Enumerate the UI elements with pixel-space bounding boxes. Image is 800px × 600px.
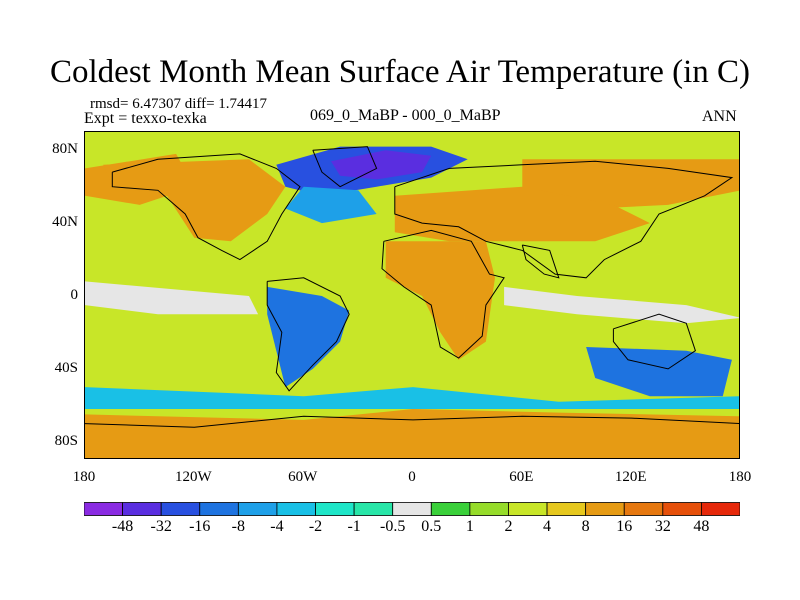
- lon-tick-label: 60E: [509, 469, 534, 485]
- colorbar-swatch: [276, 502, 316, 516]
- colorbar-tick-label: -8: [231, 518, 245, 535]
- coast-greenland: [312, 146, 378, 188]
- colorbar-swatch: [662, 502, 702, 516]
- experiment-label: Expt = texxo-texka: [84, 110, 207, 127]
- colorbar-tick-label: -4: [270, 518, 284, 535]
- region-north-asia-warm: [522, 159, 739, 209]
- colorbar-swatch: [315, 502, 355, 516]
- colorbar-tick-label: 16: [616, 518, 633, 535]
- comparison-label: 069_0_MaBP - 000_0_MaBP: [310, 107, 501, 124]
- coast-north-america: [111, 153, 301, 261]
- rmsd-diff-stats: rmsd= 6.47307 diff= 1.74417: [90, 96, 268, 112]
- colorbar-tick-label: -0.5: [380, 518, 406, 535]
- colorbar-tick-label: 1: [465, 518, 474, 535]
- colorbar-swatch: [199, 502, 239, 516]
- colorbar-swatch: [585, 502, 625, 516]
- temperature-map: [84, 131, 740, 459]
- coast-eurasia: [394, 160, 734, 279]
- region-europe-asia-warm: [394, 186, 650, 242]
- colorbar-swatch: [160, 502, 201, 516]
- colorbar-tick-label: -48: [111, 518, 134, 535]
- lat-tick-label: 0: [70, 287, 79, 303]
- lat-tick-label: 40N: [52, 214, 78, 231]
- season-label: ANN: [702, 108, 737, 125]
- colorbar-tick-label: 48: [693, 518, 710, 535]
- map-canvas: [85, 132, 739, 458]
- region-tropical-indian-neutral: [504, 286, 739, 324]
- region-antarctica-warm: [85, 409, 739, 458]
- lon-tick-label: 120E: [614, 469, 647, 485]
- map-title: Coldest Month Mean Surface Air Temperatu…: [50, 54, 750, 90]
- region-tropical-pacific-neutral: [85, 281, 259, 315]
- colorbar-swatch: [701, 502, 740, 516]
- colorbar-swatch: [237, 502, 278, 516]
- colorbar-swatch: [392, 502, 432, 516]
- colorbar-swatch: [508, 502, 548, 516]
- lat-tick-label: 80N: [52, 141, 78, 158]
- colorbar-tick-label: 0.5: [421, 518, 442, 535]
- lon-tick-label: 180: [728, 469, 752, 485]
- coast-india: [521, 244, 560, 279]
- colorbar: [84, 502, 740, 516]
- colorbar-swatch: [546, 502, 587, 516]
- colorbar-swatch: [469, 502, 509, 516]
- region-australia-cold: [586, 347, 732, 397]
- temperature-field: [85, 132, 739, 458]
- colorbar-swatch: [84, 502, 123, 516]
- colorbar-tick-label: -32: [150, 518, 172, 535]
- colorbar-swatch: [430, 502, 471, 516]
- coastlines: [85, 146, 739, 428]
- region-southern-ocean-cool: [85, 387, 739, 409]
- lon-tick-label: 120W: [174, 469, 212, 485]
- region-greenland-cool: [285, 186, 377, 224]
- colorbar-tick-label: 4: [543, 518, 552, 535]
- colorbar-tick-label: 2: [504, 518, 513, 535]
- colorbar-tick-label: -2: [308, 518, 323, 535]
- lon-tick-label: 180: [72, 469, 96, 485]
- colorbar-tick-label: -16: [189, 518, 211, 535]
- region-north-america-warm: [103, 159, 286, 242]
- colorbar-tick-label: 8: [581, 518, 590, 535]
- coast-australia: [612, 313, 696, 370]
- lat-tick-label: 80S: [54, 432, 78, 449]
- region-south-america-cold: [267, 286, 350, 388]
- lon-tick-label: 0: [408, 469, 416, 485]
- lat-tick-label: 40S: [54, 359, 78, 376]
- region-north-atlantic-deep-cold: [331, 150, 432, 180]
- colorbar-swatch: [353, 502, 394, 516]
- coast-south-america: [266, 277, 350, 392]
- colorbar-tick-label: 32: [654, 518, 671, 535]
- colorbar-tick-label: -1: [347, 518, 361, 535]
- coast-africa: [381, 229, 505, 359]
- coast-antarctica: [85, 415, 739, 428]
- colorbar-swatch: [122, 502, 162, 516]
- colorbar-swatch: [623, 502, 664, 516]
- region-africa-warm: [385, 241, 495, 360]
- lon-tick-label: 60W: [288, 469, 318, 485]
